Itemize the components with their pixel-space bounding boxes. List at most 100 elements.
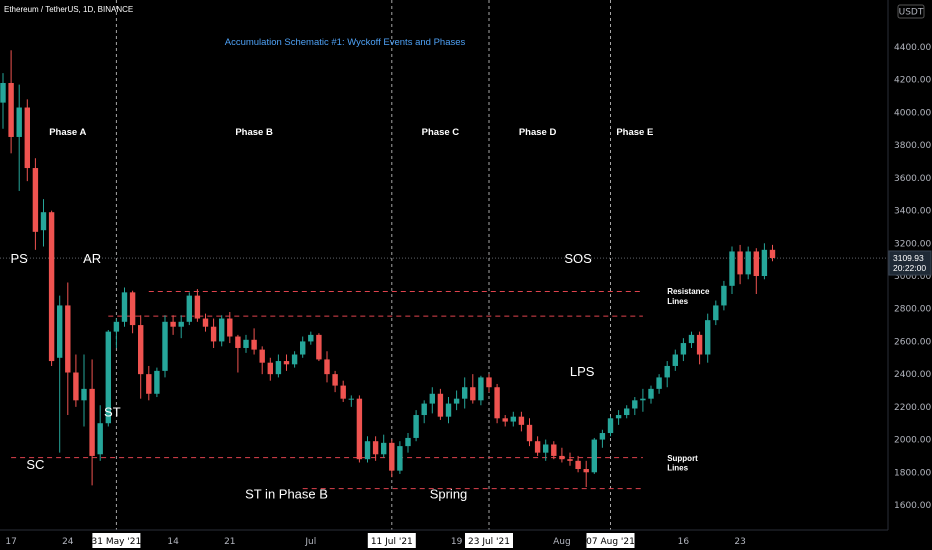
candle[interactable] bbox=[518, 411, 525, 432]
candle[interactable] bbox=[227, 311, 233, 344]
candle[interactable] bbox=[154, 367, 160, 398]
candle[interactable] bbox=[640, 388, 646, 412]
candles[interactable] bbox=[0, 50, 776, 488]
candle[interactable] bbox=[453, 390, 460, 411]
candle[interactable] bbox=[291, 351, 298, 368]
candle[interactable] bbox=[24, 99, 30, 182]
candle[interactable] bbox=[170, 315, 176, 335]
candle[interactable] bbox=[705, 313, 711, 363]
candle[interactable] bbox=[664, 361, 670, 388]
candle[interactable] bbox=[194, 289, 201, 322]
candle[interactable] bbox=[105, 329, 111, 427]
candle[interactable] bbox=[210, 318, 217, 348]
candle[interactable] bbox=[559, 447, 565, 463]
candle[interactable] bbox=[607, 416, 614, 437]
candle[interactable] bbox=[0, 73, 6, 129]
candle[interactable] bbox=[8, 50, 14, 154]
time-axis[interactable]: 17 24 14 21 Jul 19 Aug 16 23 31 May '21 11 Jul '21… bbox=[0, 529, 888, 548]
currency-badge[interactable] bbox=[897, 4, 925, 19]
candle[interactable] bbox=[40, 199, 47, 247]
price-axis[interactable]: 1600.00 1800.00 2000.00 2200.00 2400.00 2600.… bbox=[887, 0, 932, 530]
candle[interactable] bbox=[243, 334, 249, 353]
candle[interactable] bbox=[259, 346, 265, 375]
candle[interactable] bbox=[138, 315, 144, 399]
candle[interactable] bbox=[761, 243, 768, 280]
candle[interactable] bbox=[162, 315, 168, 378]
candle[interactable] bbox=[356, 395, 363, 463]
candle[interactable] bbox=[502, 415, 508, 427]
candle[interactable] bbox=[89, 359, 95, 486]
candle[interactable] bbox=[648, 385, 654, 404]
candle[interactable] bbox=[121, 287, 128, 327]
candle[interactable] bbox=[713, 300, 719, 326]
candle[interactable] bbox=[113, 318, 120, 348]
candle[interactable] bbox=[470, 374, 476, 404]
candle[interactable] bbox=[494, 383, 500, 424]
candle[interactable] bbox=[599, 429, 606, 448]
candle[interactable] bbox=[413, 410, 419, 442]
candle[interactable] bbox=[737, 244, 743, 285]
candle[interactable] bbox=[526, 418, 533, 447]
candle[interactable] bbox=[583, 460, 589, 488]
candle[interactable] bbox=[696, 331, 703, 365]
candle[interactable] bbox=[429, 387, 435, 414]
candle[interactable] bbox=[381, 434, 387, 458]
candle[interactable] bbox=[753, 248, 759, 294]
candle[interactable] bbox=[551, 441, 557, 460]
candle[interactable] bbox=[543, 439, 549, 461]
candle[interactable] bbox=[729, 246, 735, 294]
candle[interactable] bbox=[567, 452, 573, 466]
candle[interactable] bbox=[97, 405, 103, 461]
candle[interactable] bbox=[16, 84, 22, 191]
candle[interactable] bbox=[308, 331, 314, 345]
candle[interactable] bbox=[300, 336, 306, 358]
candle[interactable] bbox=[57, 295, 63, 453]
candle[interactable] bbox=[32, 158, 39, 250]
candle[interactable] bbox=[332, 370, 338, 393]
candle[interactable] bbox=[73, 354, 79, 407]
candle[interactable] bbox=[437, 388, 444, 420]
candle[interactable] bbox=[672, 349, 678, 371]
candle[interactable] bbox=[267, 357, 273, 381]
candle[interactable] bbox=[202, 313, 209, 332]
candle[interactable] bbox=[340, 380, 346, 402]
candle[interactable] bbox=[219, 315, 225, 347]
candle[interactable] bbox=[397, 441, 403, 474]
candle[interactable] bbox=[178, 315, 184, 339]
candle[interactable] bbox=[688, 331, 695, 348]
candle[interactable] bbox=[486, 374, 492, 393]
candle[interactable] bbox=[575, 455, 581, 473]
candle[interactable] bbox=[316, 333, 322, 362]
candle[interactable] bbox=[680, 338, 687, 362]
candle[interactable] bbox=[364, 436, 371, 463]
candle[interactable] bbox=[186, 292, 192, 326]
candle[interactable] bbox=[405, 433, 411, 453]
candle[interactable] bbox=[48, 210, 55, 366]
candle[interactable] bbox=[275, 354, 282, 378]
candle[interactable] bbox=[534, 436, 541, 456]
candle[interactable] bbox=[656, 374, 662, 394]
candle[interactable] bbox=[146, 365, 152, 401]
candle[interactable] bbox=[421, 400, 427, 424]
candle[interactable] bbox=[389, 439, 395, 478]
candle[interactable] bbox=[721, 280, 727, 311]
candle[interactable] bbox=[348, 395, 354, 407]
candle[interactable] bbox=[462, 377, 468, 409]
candle[interactable] bbox=[235, 334, 241, 373]
candle[interactable] bbox=[372, 436, 379, 461]
candle[interactable] bbox=[615, 410, 622, 425]
candle[interactable] bbox=[445, 397, 452, 424]
candle[interactable] bbox=[591, 437, 597, 474]
candle[interactable] bbox=[510, 411, 516, 427]
candle[interactable] bbox=[769, 244, 776, 262]
candle[interactable] bbox=[478, 375, 484, 406]
candle[interactable] bbox=[283, 354, 290, 371]
candle[interactable] bbox=[81, 354, 87, 427]
candle[interactable] bbox=[65, 282, 71, 416]
candle[interactable] bbox=[745, 246, 751, 280]
candle[interactable] bbox=[632, 397, 638, 416]
candle[interactable] bbox=[251, 328, 257, 355]
candle[interactable] bbox=[624, 405, 630, 419]
candle[interactable] bbox=[129, 290, 136, 334]
